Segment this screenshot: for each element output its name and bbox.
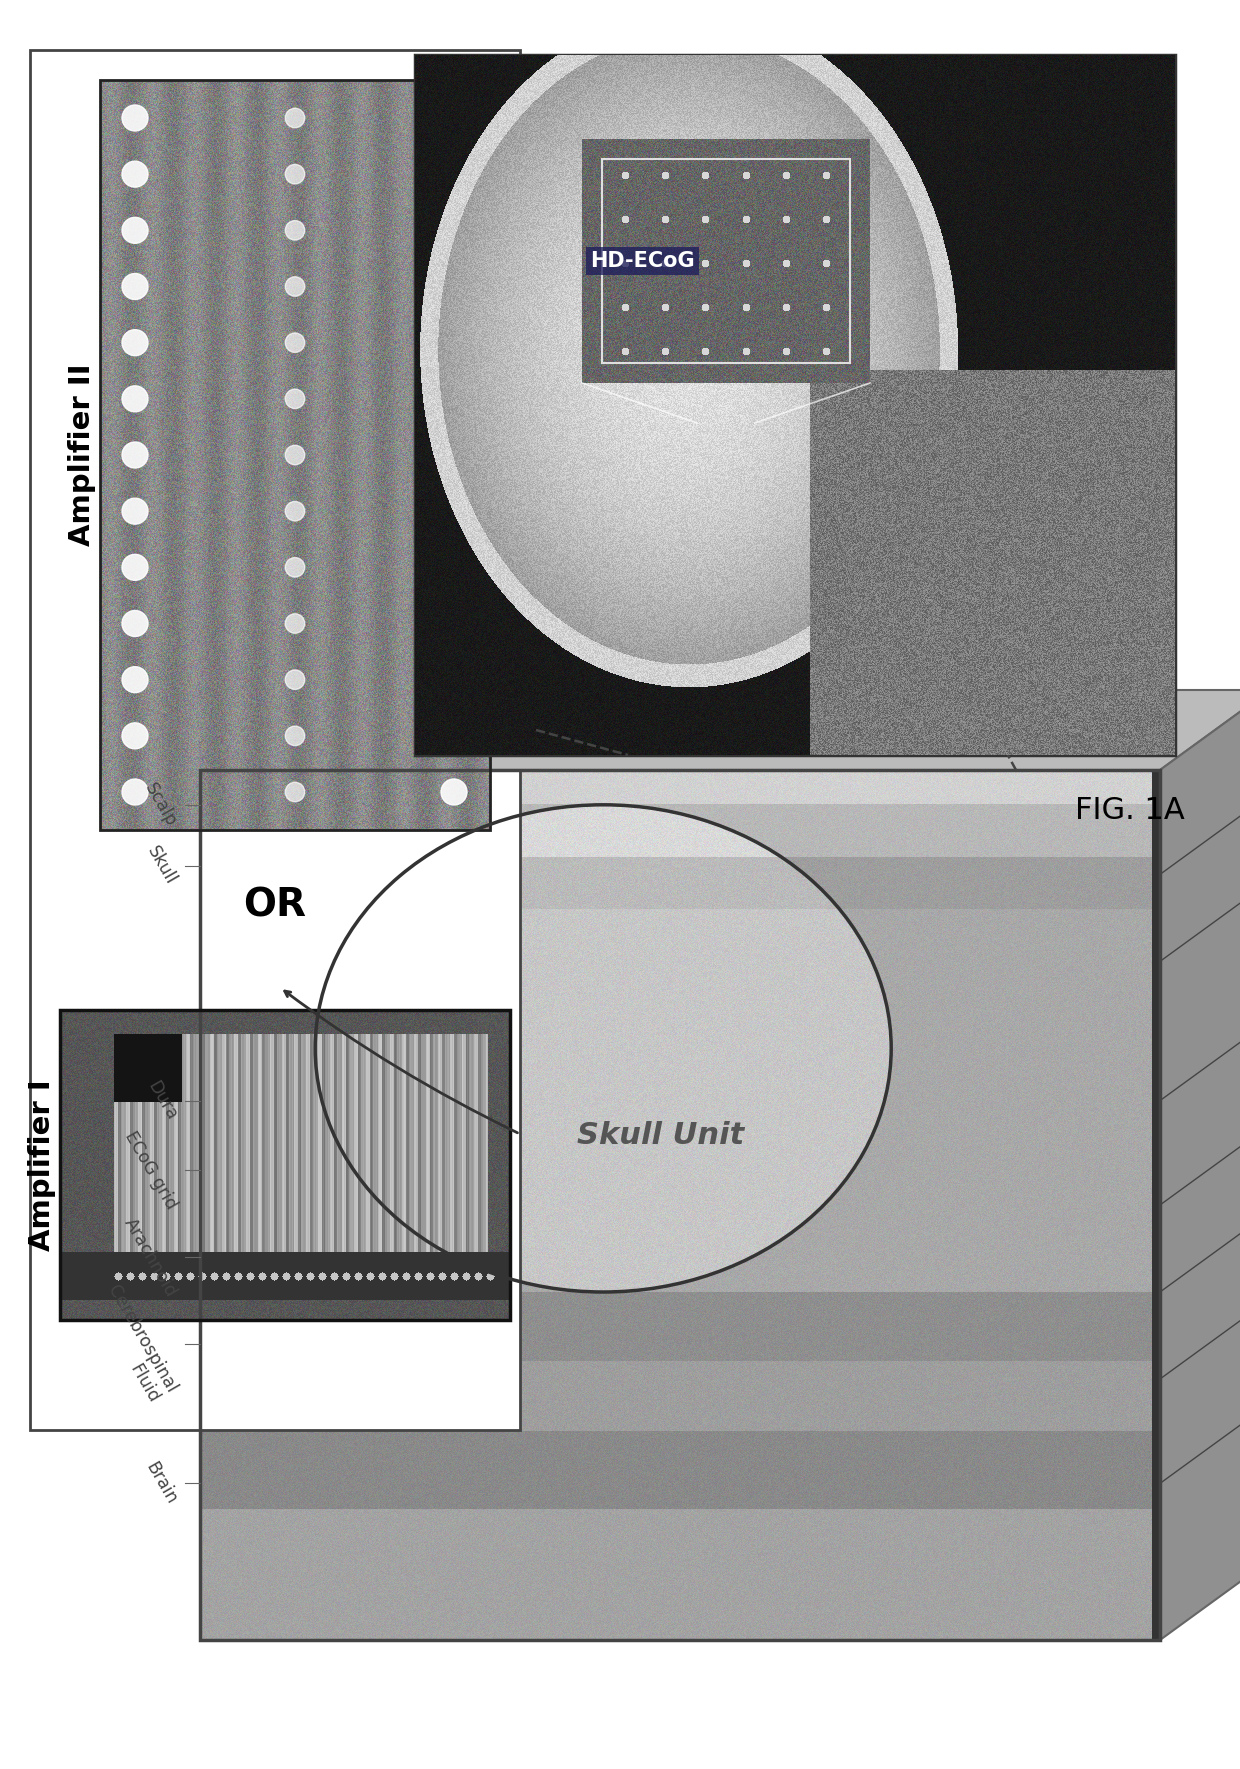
Circle shape	[441, 778, 467, 805]
Text: Scalp: Scalp	[141, 780, 180, 830]
Polygon shape	[200, 690, 1240, 770]
Text: Amplifier II: Amplifier II	[68, 364, 95, 547]
Circle shape	[122, 610, 148, 637]
Circle shape	[285, 389, 305, 409]
Circle shape	[122, 104, 148, 131]
Circle shape	[285, 446, 305, 465]
Text: Skull: Skull	[144, 844, 180, 888]
Circle shape	[122, 499, 148, 524]
Circle shape	[285, 725, 305, 745]
Circle shape	[441, 161, 467, 188]
Bar	[200, 770, 1159, 1640]
Circle shape	[285, 501, 305, 520]
Circle shape	[441, 442, 467, 469]
Circle shape	[441, 724, 467, 748]
Circle shape	[441, 104, 467, 131]
Circle shape	[441, 386, 467, 412]
Text: Cerebrospinal
Fluid: Cerebrospinal Fluid	[86, 1283, 180, 1406]
Text: ECoG grid: ECoG grid	[120, 1129, 180, 1212]
Circle shape	[285, 276, 305, 295]
Bar	[60, 1010, 510, 1320]
Circle shape	[122, 724, 148, 748]
Circle shape	[285, 108, 305, 127]
Text: Dura: Dura	[144, 1077, 180, 1123]
Circle shape	[441, 274, 467, 299]
Text: Skull Unit: Skull Unit	[577, 1122, 744, 1150]
Circle shape	[441, 499, 467, 524]
Circle shape	[122, 778, 148, 805]
Circle shape	[285, 614, 305, 633]
Circle shape	[122, 161, 148, 188]
Circle shape	[285, 221, 305, 241]
Polygon shape	[1159, 690, 1240, 1640]
Bar	[30, 50, 520, 1429]
Circle shape	[122, 218, 148, 244]
Text: Brain: Brain	[141, 1459, 180, 1507]
Circle shape	[122, 442, 148, 469]
Circle shape	[285, 670, 305, 690]
Circle shape	[285, 333, 305, 352]
Circle shape	[122, 667, 148, 693]
Circle shape	[285, 557, 305, 577]
Circle shape	[285, 165, 305, 184]
Circle shape	[122, 554, 148, 580]
Text: Arachnoid: Arachnoid	[120, 1215, 180, 1300]
Text: FIG. 1A: FIG. 1A	[1075, 796, 1185, 824]
Text: Amplifier I: Amplifier I	[29, 1079, 56, 1251]
Circle shape	[441, 218, 467, 244]
Circle shape	[441, 329, 467, 356]
Circle shape	[441, 610, 467, 637]
Circle shape	[122, 386, 148, 412]
Circle shape	[122, 329, 148, 356]
Circle shape	[441, 554, 467, 580]
Bar	[100, 80, 490, 830]
Circle shape	[122, 274, 148, 299]
Circle shape	[441, 667, 467, 693]
Bar	[415, 55, 1176, 755]
Text: OR: OR	[243, 886, 306, 923]
Text: HD-ECoG: HD-ECoG	[590, 251, 694, 271]
Circle shape	[285, 782, 305, 801]
Bar	[601, 159, 849, 363]
